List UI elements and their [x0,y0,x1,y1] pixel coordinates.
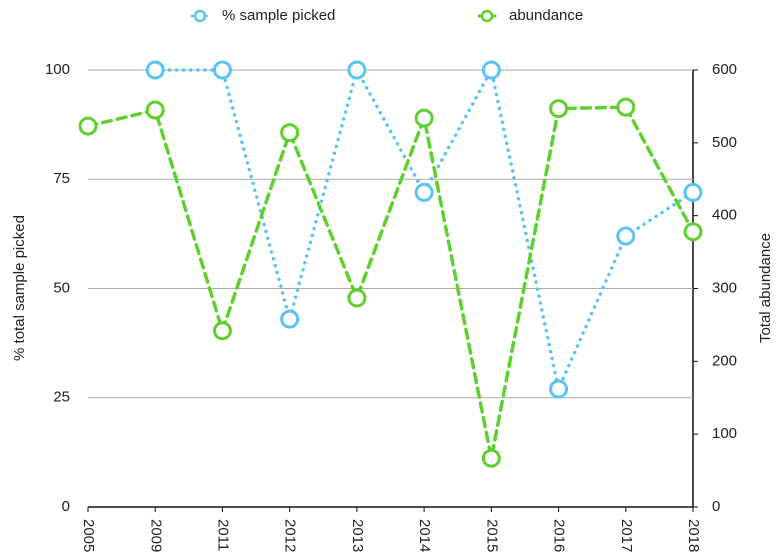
y-tick-label: 25 [53,389,70,406]
data-point [280,123,300,143]
data-point [549,99,569,119]
y2-tick-label: 400 [712,207,737,224]
y2-tick-label: 300 [712,279,737,296]
y-tick-label: 50 [53,279,70,296]
data-point [280,309,300,329]
legend-label: % sample picked [222,7,335,24]
data-point [347,288,367,308]
data-point [212,321,232,341]
data-point [616,97,636,117]
y-tick-label: 75 [53,170,70,187]
y2-tick-label: 100 [712,425,737,442]
data-point [481,60,501,80]
data-point [212,60,232,80]
x-tick-label: 2011 [214,519,231,551]
x-tick-label: 2015 [483,519,500,552]
y2-tick-label: 600 [712,61,737,78]
data-point [414,108,434,128]
legend-marker [193,9,207,23]
data-point [347,60,367,80]
data-point [78,116,98,136]
x-tick-label: 2016 [551,519,568,552]
y-tick-label: 100 [45,61,70,78]
legend-label: abundance [509,7,583,24]
x-tick-label: 2009 [147,519,164,552]
data-point [414,182,434,202]
data-point [549,379,569,399]
x-tick-label: 2018 [685,519,702,552]
x-tick-label: 2005 [80,519,97,552]
series-line [86,105,695,459]
data-point [481,448,501,468]
x-tick-label: 2012 [282,519,299,552]
y2-tick-label: 500 [712,134,737,151]
data-point [616,226,636,246]
y-axis-title: % total sample picked [11,215,28,361]
data-point [145,60,165,80]
x-tick-label: 2013 [349,519,366,552]
data-point [145,100,165,120]
x-tick-label: 2014 [416,519,433,552]
data-point [683,222,703,242]
data-point [683,182,703,202]
legend-marker [480,9,494,23]
y2-axis-title: Total abundance [757,233,774,343]
x-tick-label: 2017 [618,519,635,552]
y-tick-label: 0 [62,498,70,515]
y2-tick-label: 200 [712,352,737,369]
y2-tick-label: 0 [712,498,720,515]
